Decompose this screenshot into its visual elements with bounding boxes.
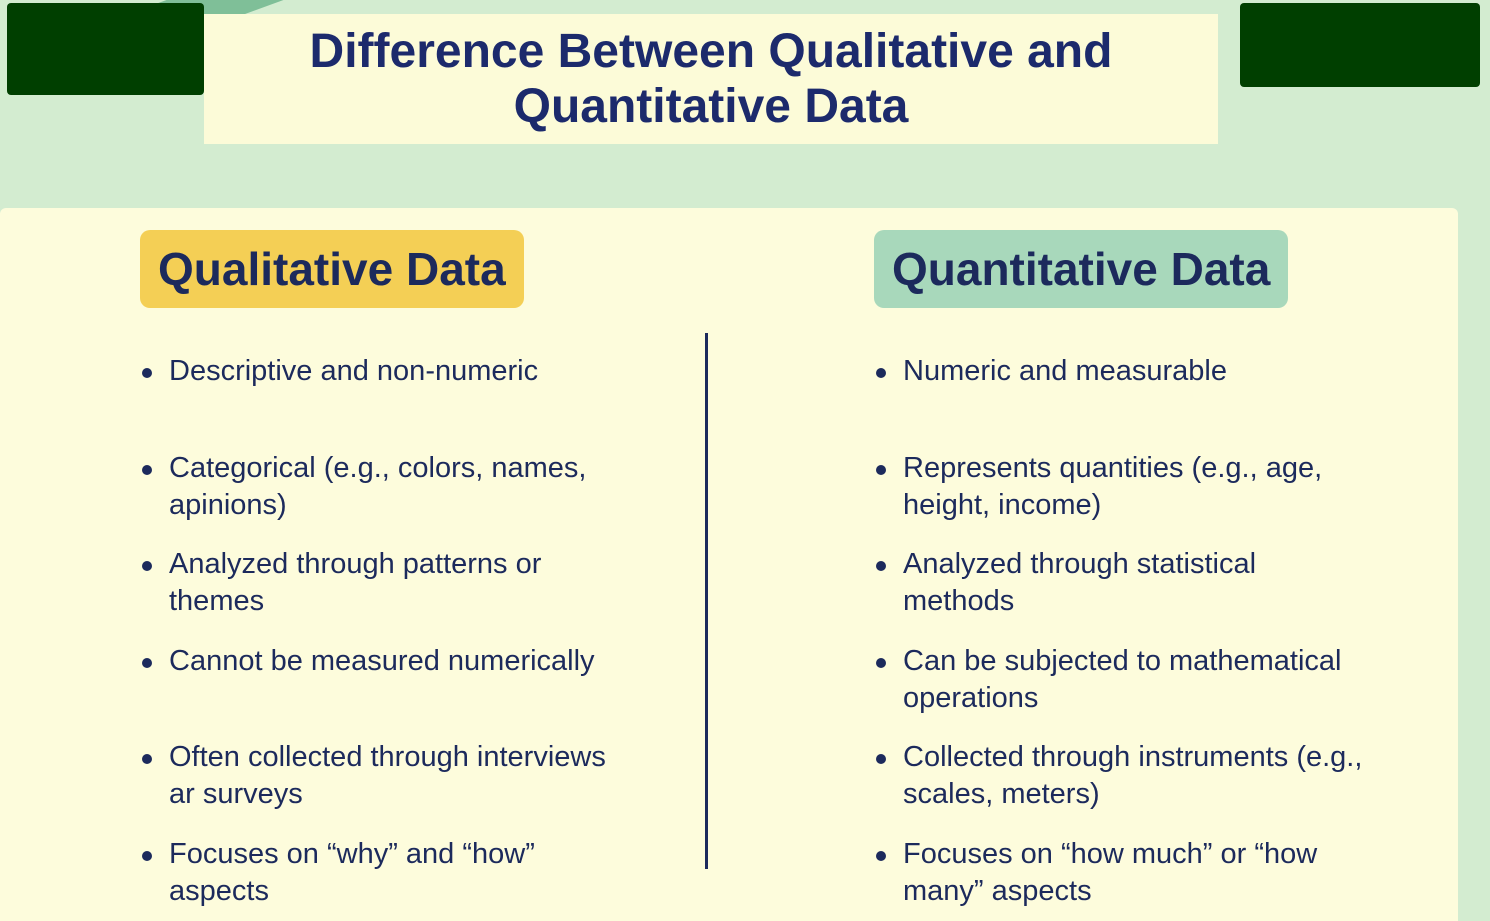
comparison-panel: Qualitative Data Quantitative Data Descr… xyxy=(0,208,1458,921)
list-item: Analyzed through statistical methods xyxy=(876,546,1366,643)
column-divider xyxy=(705,333,708,869)
list-item: Descriptive and non-numeric xyxy=(142,353,612,450)
qualitative-list: Descriptive and non-numeric Categorical … xyxy=(142,353,612,910)
list-item: Cannot be measured numerically xyxy=(142,643,612,740)
quantitative-heading: Quantitative Data xyxy=(874,230,1289,308)
redacted-logo-right xyxy=(1240,3,1480,87)
qualitative-heading: Qualitative Data xyxy=(140,230,524,308)
list-item: Often collected through interviews ar su… xyxy=(142,739,612,836)
list-item: Represents quantities (e.g., age, height… xyxy=(876,450,1366,547)
list-item: Numeric and measurable xyxy=(876,353,1366,450)
quantitative-list: Numeric and measurable Represents quanti… xyxy=(876,353,1366,910)
list-item: Collected through instruments (e.g., sca… xyxy=(876,739,1366,836)
title-banner: Difference Between Qualitative and Quant… xyxy=(204,14,1218,144)
page-title: Difference Between Qualitative and Quant… xyxy=(309,25,1113,133)
list-item: Can be subjected to mathematical operati… xyxy=(876,643,1366,740)
list-item: Focuses on “how much” or “how many” aspe… xyxy=(876,836,1366,910)
list-item: Analyzed through patterns or themes xyxy=(142,546,612,643)
redacted-logo-left xyxy=(7,3,204,95)
list-item: Focuses on “why” and “how” aspects xyxy=(142,836,612,910)
list-item: Categorical (e.g., colors, names, apinio… xyxy=(142,450,612,547)
